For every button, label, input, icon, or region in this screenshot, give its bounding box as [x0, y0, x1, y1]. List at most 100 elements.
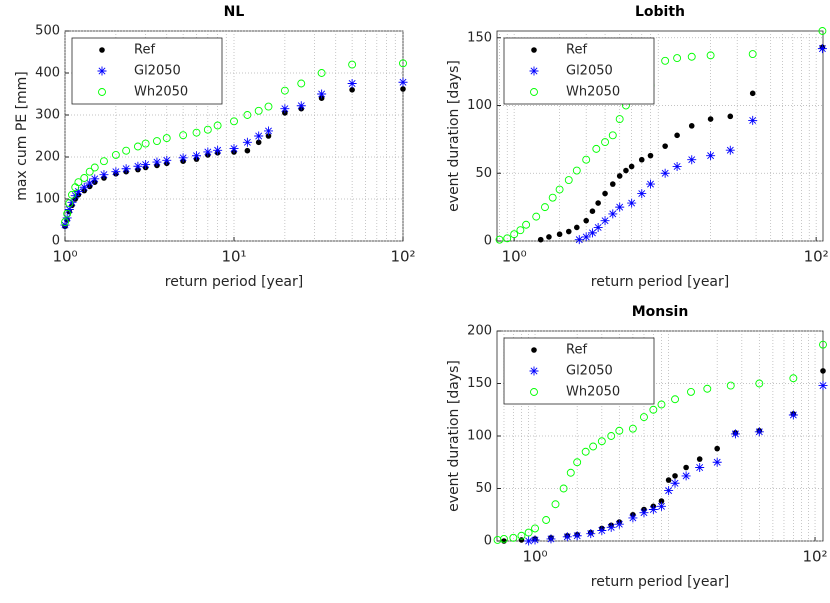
point — [73, 186, 83, 196]
point — [203, 147, 213, 157]
legend-marker — [530, 388, 538, 396]
point — [398, 77, 408, 87]
point — [90, 174, 100, 184]
point — [400, 86, 406, 92]
point — [601, 138, 610, 147]
point — [648, 505, 658, 514]
point — [65, 199, 74, 208]
point — [99, 170, 109, 180]
legend-marker — [98, 88, 106, 96]
point — [562, 532, 572, 542]
point — [510, 230, 519, 239]
point — [662, 143, 668, 149]
point — [213, 145, 223, 155]
legend-marker — [531, 47, 537, 53]
legend-box — [71, 37, 223, 105]
point — [68, 190, 76, 199]
point — [582, 155, 591, 164]
point — [683, 464, 689, 471]
x-tick-label: 10² — [390, 248, 415, 266]
point — [670, 478, 680, 488]
legend-label: Wh2050 — [566, 385, 620, 400]
point — [121, 164, 131, 174]
point — [755, 379, 764, 388]
point — [616, 173, 623, 179]
point — [85, 167, 94, 176]
point — [152, 157, 162, 167]
x-tick-label: 10¹ — [221, 248, 246, 266]
legend-label: Gl2050 — [566, 64, 613, 79]
point — [754, 427, 764, 437]
point — [141, 139, 150, 148]
point — [242, 137, 252, 147]
point — [712, 457, 722, 467]
legend-marker — [530, 88, 538, 96]
point — [532, 212, 541, 221]
point — [593, 222, 603, 232]
point — [589, 208, 596, 214]
y-tick-label: 150 — [467, 30, 492, 45]
point — [592, 144, 601, 153]
point — [500, 534, 508, 543]
point — [122, 146, 131, 155]
point — [509, 533, 518, 542]
point — [609, 181, 616, 187]
point — [574, 224, 580, 231]
point — [656, 501, 666, 511]
point — [749, 90, 756, 97]
point — [637, 189, 647, 199]
point — [531, 524, 539, 533]
chart-title: Monsin — [632, 304, 689, 320]
point — [688, 123, 695, 129]
point — [818, 381, 828, 391]
point — [74, 178, 83, 187]
point — [703, 384, 712, 393]
point — [90, 163, 99, 172]
y-axis-label: max cum PE [mm] — [14, 71, 30, 201]
point — [614, 519, 624, 529]
point — [524, 528, 533, 537]
point — [495, 235, 504, 244]
point — [243, 111, 252, 119]
y-tick-label: 400 — [35, 66, 60, 81]
point — [664, 486, 674, 496]
point — [546, 534, 556, 544]
point — [730, 429, 740, 439]
point — [503, 234, 512, 243]
chart-title: NL — [224, 4, 245, 20]
x-tick-label: 10² — [802, 548, 827, 566]
point — [687, 52, 696, 61]
y-axis-label: event duration [days] — [446, 360, 462, 512]
point — [244, 147, 251, 154]
point — [671, 395, 679, 404]
legend-label: Ref — [134, 43, 155, 58]
point — [347, 79, 357, 88]
point — [748, 50, 757, 58]
point — [607, 432, 616, 440]
point — [254, 131, 264, 141]
point — [628, 163, 635, 170]
point — [280, 104, 290, 114]
point — [296, 101, 306, 111]
x-axis-label: return period [year] — [591, 274, 729, 290]
point — [556, 231, 563, 238]
x-tick-label: 10² — [804, 248, 829, 266]
point — [681, 471, 691, 481]
point — [213, 121, 222, 130]
point — [628, 513, 638, 523]
point — [696, 456, 703, 462]
point — [597, 526, 607, 535]
point — [818, 27, 827, 35]
y-tick-label: 300 — [35, 108, 60, 123]
point — [317, 89, 327, 99]
point — [317, 69, 326, 77]
point — [280, 86, 289, 95]
point — [572, 166, 581, 175]
point — [789, 374, 798, 383]
point — [192, 128, 201, 137]
x-axis-label: return period [year] — [591, 574, 729, 590]
point — [819, 340, 827, 349]
point — [555, 185, 564, 194]
point — [627, 198, 637, 208]
point — [608, 131, 617, 140]
